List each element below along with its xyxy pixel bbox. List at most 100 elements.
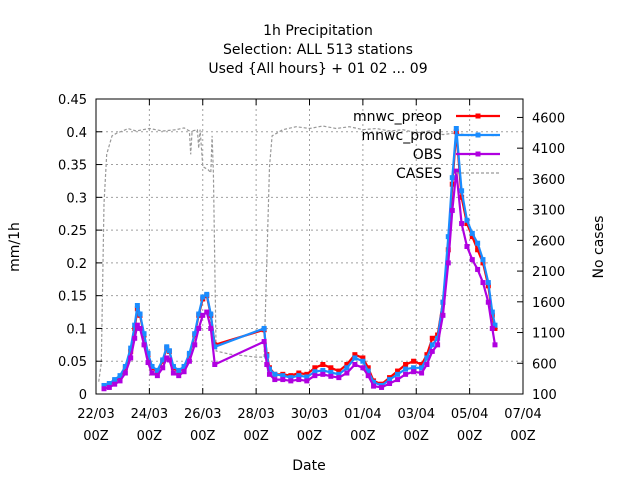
point-obs bbox=[469, 257, 475, 263]
point-obs bbox=[304, 378, 310, 384]
point-obs bbox=[208, 325, 214, 331]
point-mnwc-prod bbox=[435, 335, 441, 341]
point-mnwc-preop bbox=[296, 370, 302, 376]
x-tick-label-date: 01/04 bbox=[344, 407, 381, 422]
point-obs bbox=[200, 312, 206, 318]
point-mnwc-preop bbox=[352, 352, 358, 358]
x-tick-label-date: 24/03 bbox=[131, 407, 168, 422]
point-mnwc-preop bbox=[459, 194, 465, 200]
x-tick-label-hour: 00Z bbox=[510, 429, 536, 444]
point-obs bbox=[453, 168, 459, 174]
point-obs bbox=[117, 378, 123, 384]
point-mnwc-preop bbox=[469, 234, 475, 240]
point-mnwc-prod bbox=[365, 368, 371, 374]
point-mnwc-preop bbox=[336, 368, 342, 374]
point-mnwc-prod bbox=[429, 342, 435, 348]
point-mnwc-preop bbox=[429, 335, 435, 341]
series-line-cases bbox=[98, 125, 497, 382]
x-tick-label-hour: 00Z bbox=[350, 429, 376, 444]
point-mnwc-prod bbox=[112, 377, 118, 383]
legend-label-mnwc-preop: mnwc_preop bbox=[353, 109, 442, 125]
point-mnwc-preop bbox=[424, 352, 430, 358]
point-obs bbox=[296, 377, 302, 383]
point-obs bbox=[445, 260, 451, 266]
point-mnwc-prod bbox=[344, 365, 350, 371]
point-obs bbox=[424, 362, 430, 367]
point-mnwc-preop bbox=[360, 355, 366, 361]
point-mnwc-prod bbox=[328, 369, 334, 375]
y2-tick-label: 1100 bbox=[532, 327, 565, 342]
point-mnwc-prod bbox=[170, 363, 176, 369]
point-mnwc-prod bbox=[395, 371, 401, 377]
point-mnwc-prod bbox=[440, 299, 446, 305]
point-mnwc-prod bbox=[403, 366, 409, 372]
point-mnwc-prod bbox=[336, 371, 342, 377]
point-obs bbox=[411, 369, 417, 375]
legend-marker-mnwc-prod bbox=[475, 132, 481, 138]
point-mnwc-preop bbox=[411, 358, 417, 364]
point-obs bbox=[440, 312, 446, 318]
point-mnwc-prod bbox=[266, 366, 272, 372]
point-obs bbox=[435, 342, 441, 348]
point-mnwc-prod bbox=[192, 331, 198, 337]
y-tick-label: 0.2 bbox=[66, 257, 87, 272]
point-mnwc-preop bbox=[312, 365, 318, 371]
point-mnwc-prod bbox=[352, 355, 358, 361]
y2-tick-label: 1600 bbox=[532, 296, 565, 311]
point-obs bbox=[485, 299, 491, 305]
point-obs bbox=[186, 358, 192, 364]
point-obs bbox=[212, 362, 218, 367]
point-obs bbox=[145, 360, 151, 366]
point-mnwc-prod bbox=[208, 311, 214, 317]
point-obs bbox=[134, 322, 140, 328]
point-mnwc-prod bbox=[480, 257, 486, 263]
point-mnwc-prod bbox=[128, 345, 134, 351]
point-obs bbox=[266, 371, 272, 377]
y-tick-label: 0.15 bbox=[58, 290, 87, 305]
point-mnwc-prod bbox=[145, 350, 151, 356]
point-mnwc-prod bbox=[181, 363, 187, 369]
chart-title-line-1: 1h Precipitation bbox=[263, 23, 373, 39]
point-mnwc-prod bbox=[212, 344, 218, 350]
point-obs bbox=[170, 370, 176, 376]
y2-tick-label: 4100 bbox=[532, 142, 565, 157]
point-obs bbox=[395, 377, 401, 383]
point-obs bbox=[192, 342, 198, 348]
point-obs bbox=[492, 342, 498, 348]
point-mnwc-prod bbox=[134, 303, 140, 308]
point-mnwc-prod bbox=[320, 367, 326, 373]
point-obs bbox=[475, 266, 481, 272]
point-obs bbox=[320, 371, 326, 377]
x-tick-label-date: 30/03 bbox=[291, 407, 328, 422]
y2-axis-ticks: 100 600 1100 1600 2100 2600 3100 3600 4100 4600 bbox=[517, 111, 565, 403]
legend-label-obs: OBS bbox=[413, 147, 442, 163]
point-mnwc-prod bbox=[475, 240, 481, 246]
point-mnwc-prod bbox=[204, 291, 210, 297]
x-tick-label-date: 26/03 bbox=[184, 407, 221, 422]
y2-tick-label: 4600 bbox=[532, 111, 565, 126]
point-mnwc-prod bbox=[424, 355, 430, 361]
point-mnwc-prod bbox=[464, 217, 470, 223]
point-obs bbox=[112, 381, 118, 387]
x-tick-label-date: 07/04 bbox=[504, 407, 541, 422]
point-mnwc-preop bbox=[403, 362, 409, 367]
x-tick-label-hour: 00Z bbox=[137, 429, 163, 444]
point-mnwc-prod bbox=[196, 311, 202, 317]
point-obs bbox=[164, 355, 170, 361]
point-obs bbox=[312, 373, 318, 379]
point-mnwc-prod bbox=[304, 374, 310, 380]
point-obs bbox=[379, 384, 385, 390]
series-layer bbox=[98, 125, 498, 392]
point-obs bbox=[160, 365, 166, 371]
point-mnwc-prod bbox=[453, 126, 459, 131]
y-tick-label: 0.3 bbox=[66, 191, 87, 206]
point-obs bbox=[480, 280, 486, 286]
chart-title-line-2: Selection: ALL 513 stations bbox=[223, 42, 413, 58]
point-mnwc-prod bbox=[186, 350, 192, 356]
point-mnwc-prod bbox=[154, 367, 160, 373]
point-obs bbox=[336, 375, 342, 381]
y-tick-label: 0.35 bbox=[58, 159, 87, 174]
y-tick-label: 0.1 bbox=[66, 322, 87, 337]
point-mnwc-prod bbox=[469, 230, 475, 236]
